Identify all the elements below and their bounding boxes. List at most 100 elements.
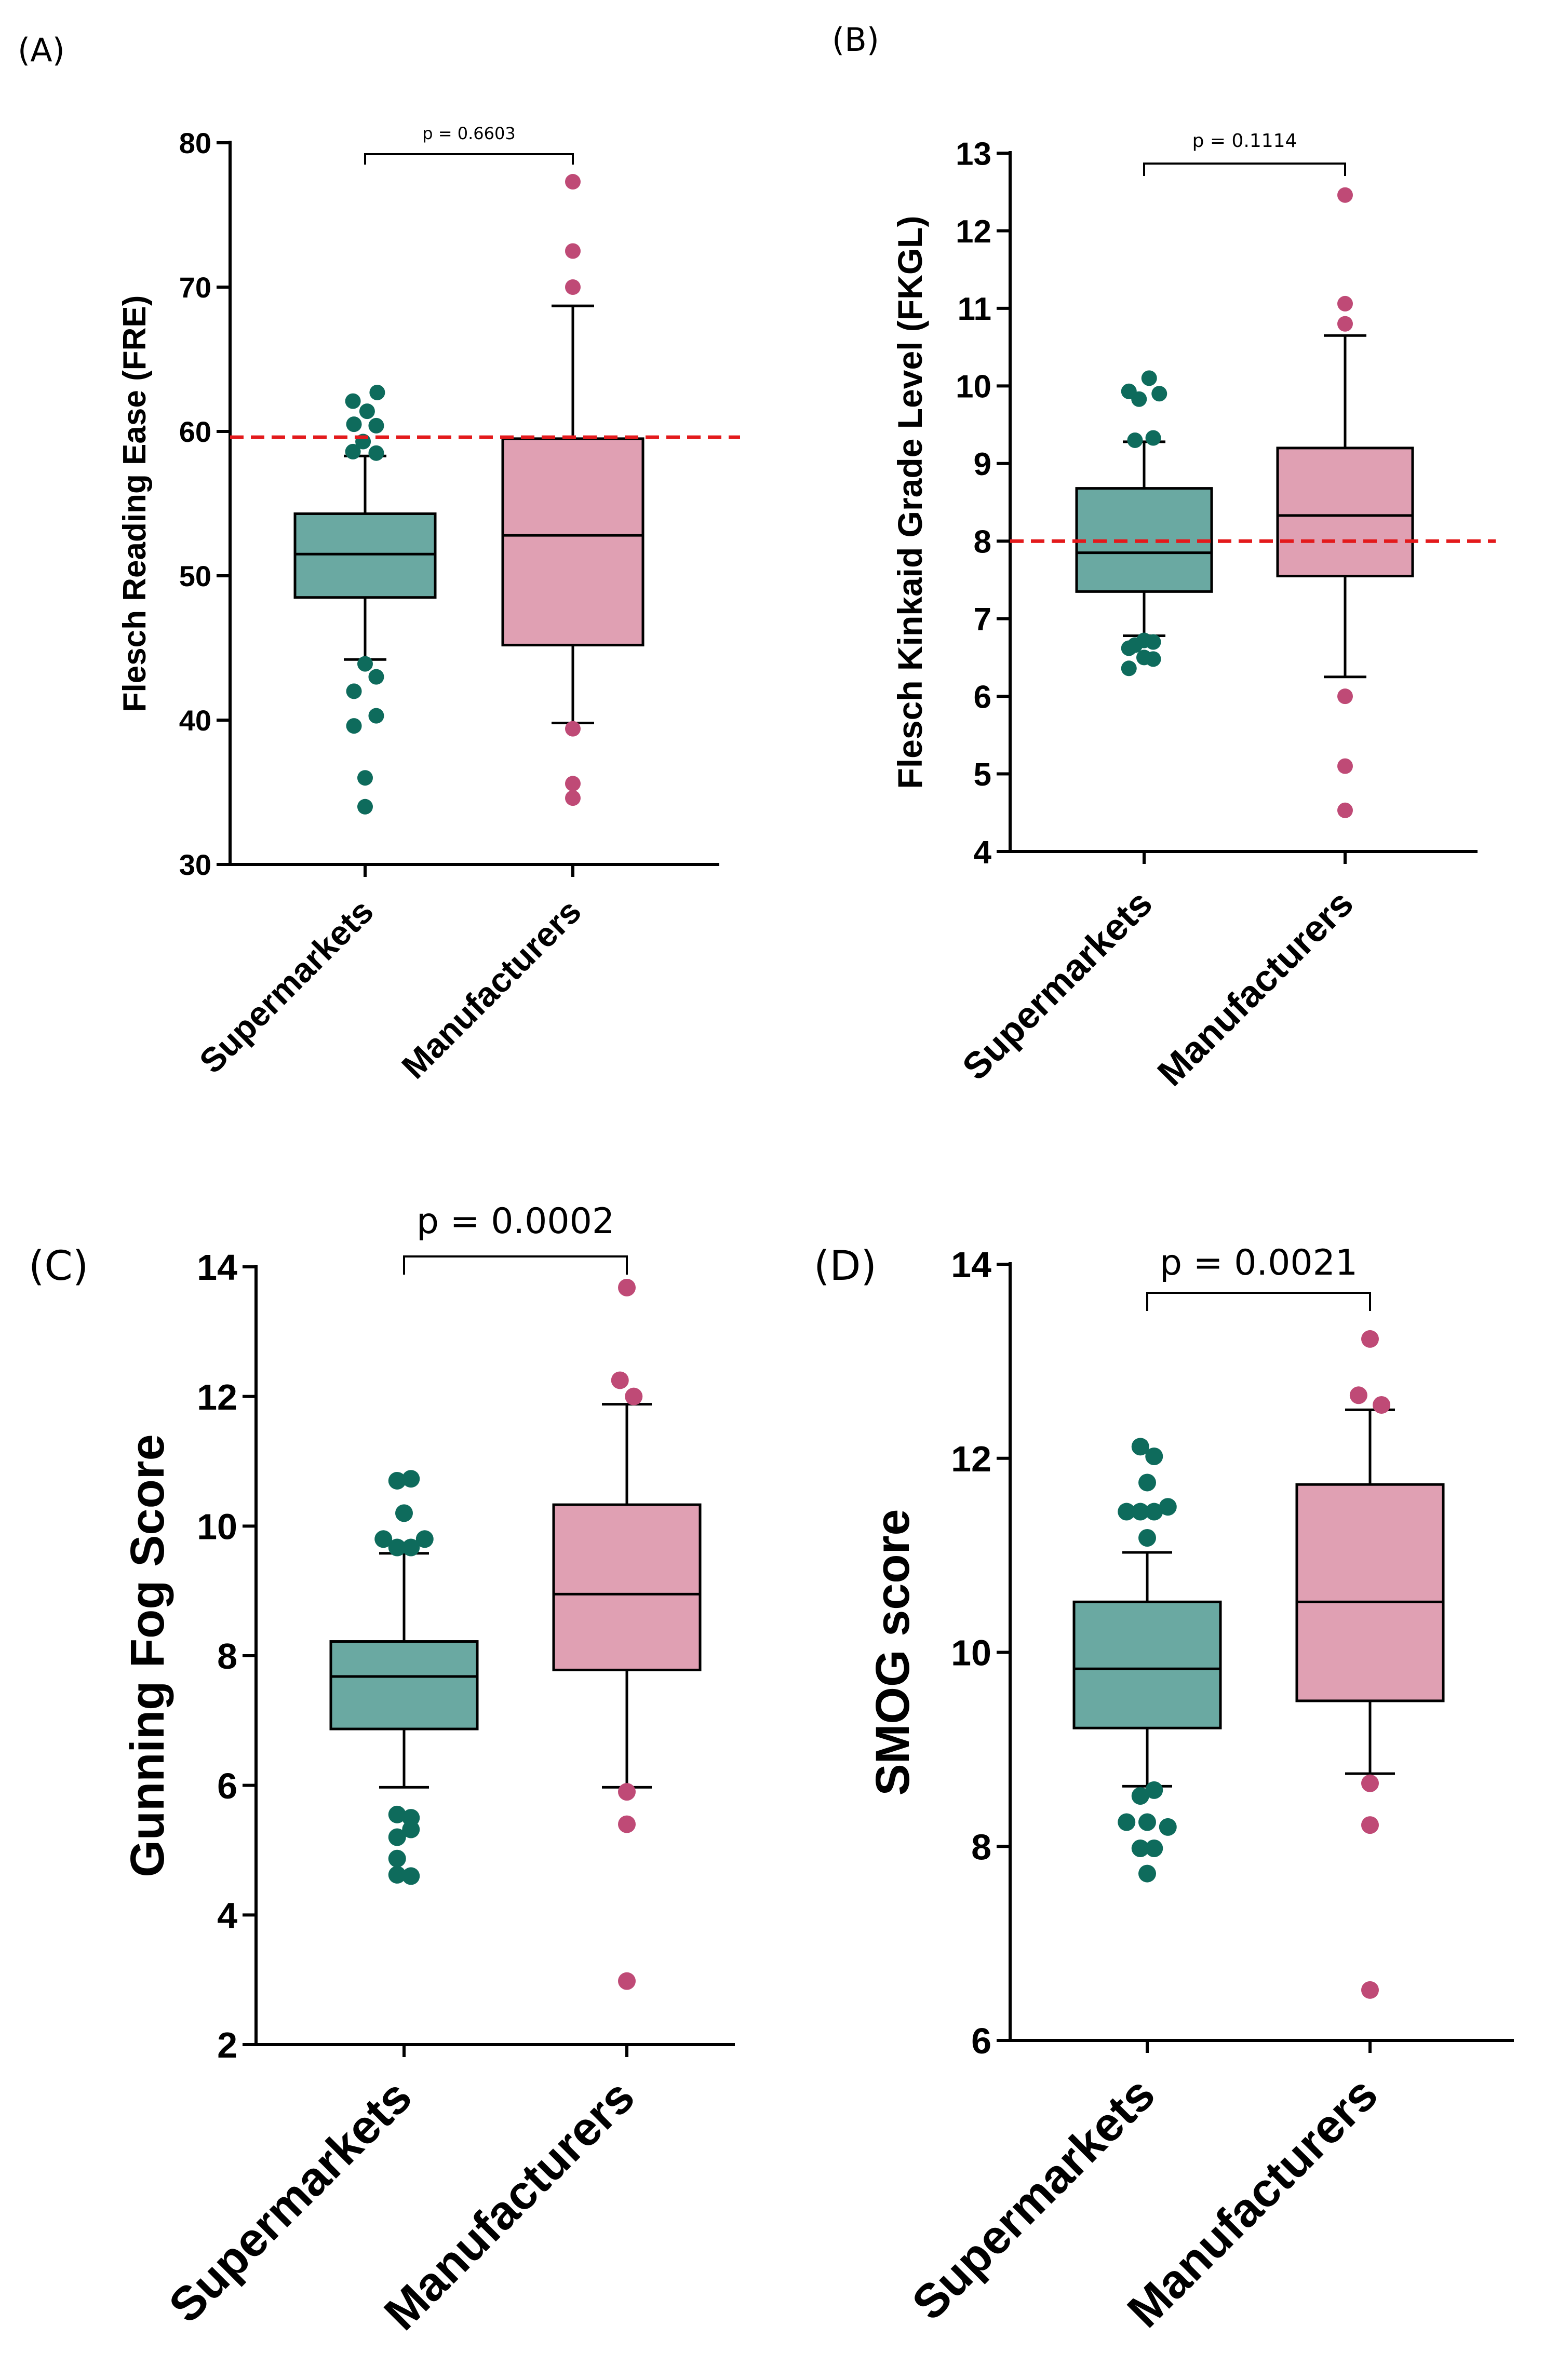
outlier-point bbox=[1145, 651, 1161, 667]
panel-label: (D) bbox=[814, 1243, 877, 1290]
box-iqr bbox=[501, 437, 645, 646]
outlier-point bbox=[618, 1815, 636, 1833]
outlier-point bbox=[1337, 802, 1353, 818]
y-tick-label: 10 bbox=[956, 369, 991, 405]
outlier-point bbox=[1159, 1498, 1177, 1516]
x-category-label: Supermarkets bbox=[955, 883, 1160, 1088]
y-tick-label: 10 bbox=[197, 1507, 237, 1547]
outlier-point bbox=[1361, 1774, 1379, 1792]
outlier-point bbox=[1118, 1503, 1136, 1521]
y-tick-label: 6 bbox=[971, 2021, 991, 2061]
outlier-point bbox=[618, 1783, 636, 1801]
outlier-point bbox=[1145, 430, 1161, 446]
panel-label: (B) bbox=[832, 21, 879, 59]
box-group bbox=[293, 384, 437, 815]
outlier-point bbox=[402, 1470, 420, 1488]
y-axis-title: Flesch Kinkaid Grade Level (FKGL) bbox=[891, 216, 929, 789]
p-value-label: p = 0.6603 bbox=[422, 124, 515, 143]
outlier-point bbox=[565, 776, 581, 792]
y-tick-label: 4 bbox=[217, 1896, 237, 1936]
outlier-point bbox=[388, 1828, 406, 1846]
outlier-point bbox=[369, 384, 385, 400]
x-category-label: Manufacturers bbox=[394, 892, 588, 1086]
outlier-point bbox=[1349, 1386, 1367, 1404]
box-iqr bbox=[1295, 1483, 1445, 1702]
outlier-point bbox=[1361, 1330, 1379, 1348]
outlier-point bbox=[402, 1820, 420, 1838]
y-axis-title: Flesch Reading Ease (FRE) bbox=[117, 295, 153, 712]
outlier-point bbox=[402, 1867, 420, 1885]
outlier-point bbox=[357, 799, 373, 815]
outlier-point bbox=[374, 1530, 393, 1548]
x-category-label: Supermarkets bbox=[192, 892, 381, 1081]
y-tick-label: 12 bbox=[956, 214, 991, 250]
outlier-point bbox=[625, 1387, 643, 1405]
outlier-point bbox=[1138, 1813, 1156, 1831]
p-value-label: p = 0.1114 bbox=[1192, 130, 1297, 152]
p-value-label: p = 0.0021 bbox=[1160, 1242, 1358, 1283]
outlier-point bbox=[357, 770, 373, 786]
p-value-label: p = 0.0002 bbox=[417, 1201, 614, 1242]
outlier-point bbox=[1337, 758, 1353, 774]
x-category-label: Manufacturers bbox=[1150, 883, 1361, 1094]
y-axis-title: Gunning Fog Score bbox=[121, 1434, 174, 1877]
panel-label: (A) bbox=[18, 31, 65, 69]
outlier-point bbox=[345, 393, 361, 409]
panel-label: (C) bbox=[29, 1243, 88, 1290]
y-tick-label: 40 bbox=[179, 704, 211, 737]
y-tick-label: 2 bbox=[217, 2025, 237, 2065]
outlier-point bbox=[1145, 1503, 1163, 1521]
significance-bracket bbox=[1146, 1292, 1371, 1311]
outlier-point bbox=[565, 721, 581, 737]
box-group bbox=[329, 1470, 479, 1885]
y-tick-label: 4 bbox=[974, 834, 992, 870]
outlier-point bbox=[368, 445, 384, 461]
outlier-point bbox=[1121, 660, 1137, 677]
outlier-point bbox=[618, 1972, 636, 1990]
y-tick-label: 50 bbox=[179, 560, 211, 592]
outlier-point bbox=[395, 1504, 413, 1522]
outlier-point bbox=[565, 243, 581, 259]
outlier-point bbox=[359, 403, 375, 420]
outlier-point bbox=[1121, 640, 1137, 656]
outlier-point bbox=[1118, 1813, 1136, 1831]
box-iqr bbox=[1072, 1600, 1222, 1729]
outlier-point bbox=[1131, 1438, 1149, 1456]
outlier-point bbox=[1145, 1781, 1163, 1799]
outlier-point bbox=[1337, 187, 1353, 203]
box-iqr bbox=[293, 512, 437, 599]
box-group bbox=[552, 1278, 702, 1990]
outlier-point bbox=[346, 718, 362, 734]
significance-bracket bbox=[364, 153, 574, 165]
chart-panel: (C) 2 4 6 8 10 12 14 Gunning Fog Score Supermarke… bbox=[29, 1201, 735, 2340]
y-tick-label: 8 bbox=[971, 1827, 991, 1867]
y-tick-label: 6 bbox=[217, 1766, 237, 1806]
y-axis-title: SMOG score bbox=[866, 1509, 919, 1795]
outlier-point bbox=[1159, 1818, 1177, 1836]
y-tick-label: 70 bbox=[179, 271, 211, 304]
y-tick-label: 14 bbox=[197, 1247, 237, 1288]
outlier-point bbox=[1131, 1839, 1149, 1857]
outlier-point bbox=[1138, 1473, 1156, 1492]
outlier-point bbox=[1337, 688, 1353, 705]
outlier-point bbox=[345, 443, 361, 459]
outlier-point bbox=[1337, 295, 1353, 312]
outlier-point bbox=[565, 174, 581, 190]
y-tick-label: 60 bbox=[179, 415, 211, 448]
outlier-point bbox=[1373, 1396, 1391, 1414]
outlier-point bbox=[357, 656, 373, 672]
outlier-point bbox=[402, 1538, 420, 1557]
outlier-point bbox=[1131, 1787, 1149, 1805]
box-group bbox=[1075, 370, 1213, 677]
box-group bbox=[1072, 1438, 1222, 1883]
outlier-point bbox=[1127, 432, 1143, 448]
outlier-point bbox=[1361, 1981, 1379, 1999]
outlier-point bbox=[368, 417, 384, 434]
x-category-label: Supermarkets bbox=[902, 2067, 1165, 2330]
box-iqr bbox=[1276, 447, 1414, 577]
box-iqr bbox=[329, 1640, 479, 1730]
outlier-point bbox=[611, 1371, 629, 1389]
box-group bbox=[1295, 1330, 1445, 1999]
